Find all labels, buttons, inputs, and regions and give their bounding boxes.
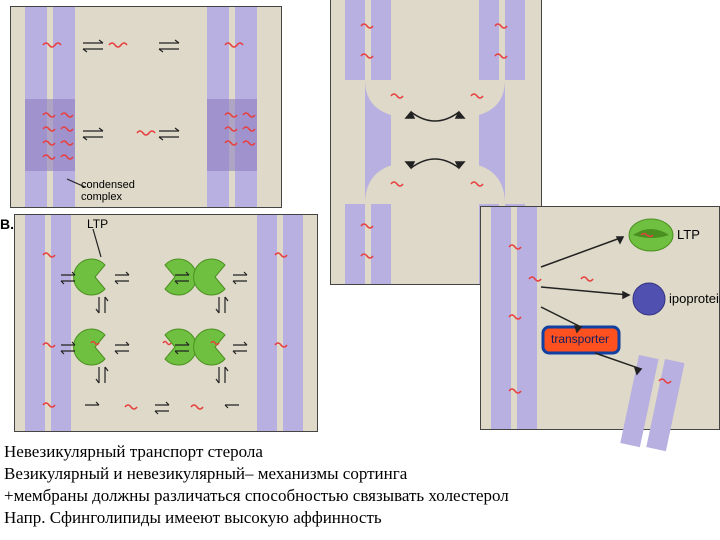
caption-2: Везикулярный и невезикулярный– механизмы… <box>4 464 407 484</box>
transporter-label: transporter <box>551 332 609 346</box>
panel-d: LTP ipoprotein transporter <box>480 206 720 430</box>
caption-1: Невезикулярный транспорт стерола <box>4 442 263 462</box>
panel-b-label: B. <box>0 216 14 232</box>
ipoprotein-label: ipoprotein <box>669 291 720 306</box>
panel-a: condensed complex <box>10 6 282 208</box>
panel-b-svg <box>15 215 317 431</box>
condensed-label: condensed complex <box>81 179 135 203</box>
lipids-a <box>11 7 281 207</box>
panel-b: LTP <box>14 214 318 432</box>
caption-4: Напр. Сфинголипиды имееют высокую аффинн… <box>4 508 382 528</box>
ltp-label-d: LTP <box>677 227 700 242</box>
caption-3: +мембраны должны различаться способность… <box>4 486 509 506</box>
